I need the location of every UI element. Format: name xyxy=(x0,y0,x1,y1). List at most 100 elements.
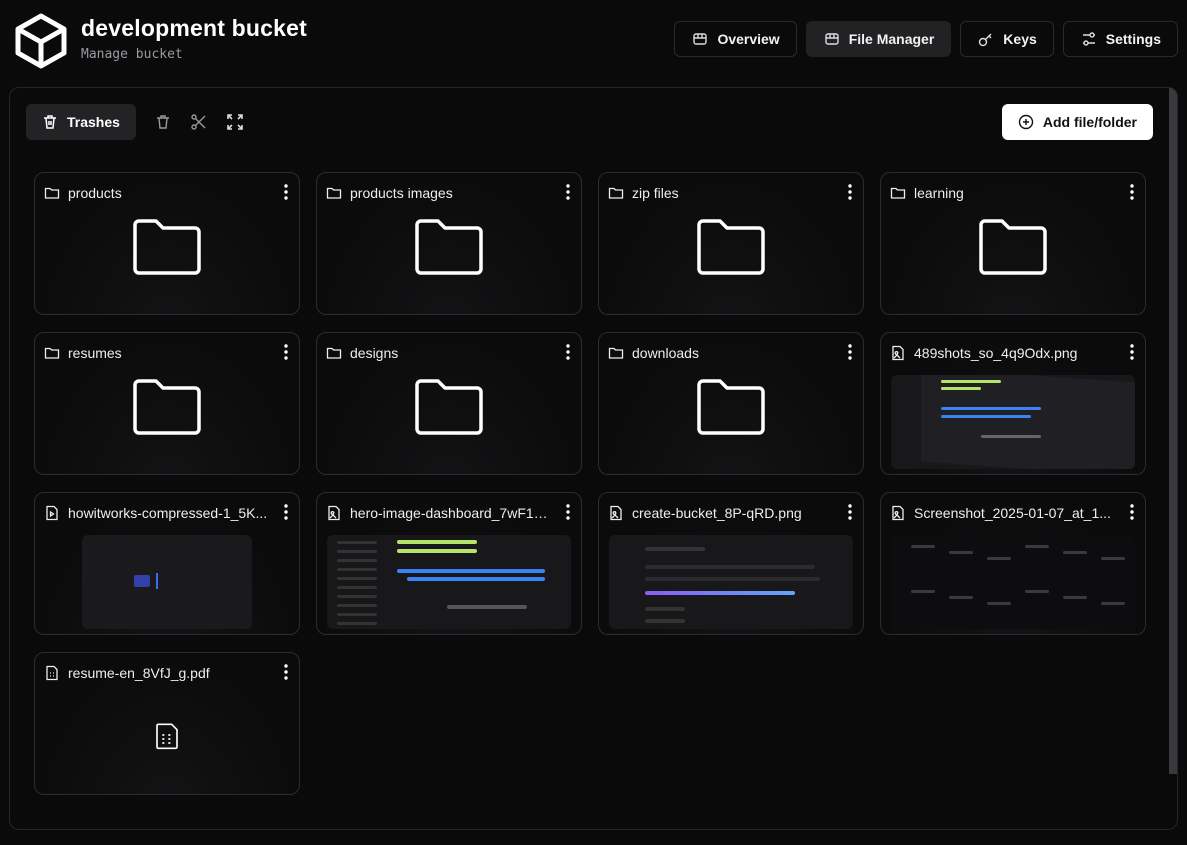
item-name: 489shots_so_4q9Odx.png xyxy=(914,345,1078,361)
item-name: resume-en_8VfJ_g.pdf xyxy=(68,665,210,681)
package-icon xyxy=(824,31,840,47)
folder-card[interactable]: learning xyxy=(880,172,1146,315)
image-thumbnail xyxy=(609,535,853,629)
add-file-folder-button[interactable]: Add file/folder xyxy=(1001,104,1153,140)
item-name: learning xyxy=(914,185,964,201)
tab-label: Settings xyxy=(1105,31,1161,47)
file-video-icon xyxy=(44,505,60,521)
card-header: howitworks-compressed-1_5K... xyxy=(44,504,293,522)
folder-card[interactable]: products xyxy=(34,172,300,315)
file-image-icon xyxy=(608,505,624,521)
cube-icon xyxy=(15,13,67,69)
card-header: resume-en_8VfJ_g.pdf xyxy=(44,664,293,682)
folder-icon xyxy=(608,185,624,201)
more-vertical-icon[interactable] xyxy=(279,184,293,202)
file-card[interactable]: create-bucket_8P-qRD.png xyxy=(598,492,864,635)
file-image-icon xyxy=(890,505,906,521)
card-header: designs xyxy=(326,344,575,362)
item-name: create-bucket_8P-qRD.png xyxy=(632,505,802,521)
item-name: Screenshot_2025-01-07_at_1... xyxy=(914,505,1111,521)
trashes-button[interactable]: Trashes xyxy=(26,104,136,140)
package-icon xyxy=(692,31,708,47)
folder-large-icon xyxy=(415,219,483,275)
tab-settings[interactable]: Settings xyxy=(1062,21,1178,57)
item-name: downloads xyxy=(632,345,699,361)
folder-large-icon xyxy=(697,379,765,435)
more-vertical-icon[interactable] xyxy=(1125,504,1139,522)
trash-icon xyxy=(44,115,56,129)
tab-label: Keys xyxy=(1003,31,1037,47)
item-name: hero-image-dashboard_7wF1G... xyxy=(350,505,553,521)
more-vertical-icon[interactable] xyxy=(843,504,857,522)
file-card[interactable]: Screenshot_2025-01-07_at_1... xyxy=(880,492,1146,635)
file-manager-panel: Trashes Add file/folder products products… xyxy=(9,87,1178,830)
tab-overview[interactable]: Overview xyxy=(674,21,797,57)
item-name: products xyxy=(68,185,122,201)
folder-card[interactable]: products images xyxy=(316,172,582,315)
page-title: development bucket xyxy=(81,15,307,41)
file-card[interactable]: resume-en_8VfJ_g.pdf xyxy=(34,652,300,795)
folder-card[interactable]: resumes xyxy=(34,332,300,475)
item-name: products images xyxy=(350,185,453,201)
top-nav: Overview File Manager Keys Settings xyxy=(674,21,1178,57)
folder-card[interactable]: downloads xyxy=(598,332,864,475)
item-name: designs xyxy=(350,345,399,361)
delete-icon[interactable] xyxy=(154,113,172,131)
card-header: 489shots_so_4q9Odx.png xyxy=(890,344,1139,362)
item-name: zip files xyxy=(632,185,679,201)
card-header: learning xyxy=(890,184,1139,202)
folder-large-icon xyxy=(979,219,1047,275)
more-vertical-icon[interactable] xyxy=(279,504,293,522)
file-card[interactable]: hero-image-dashboard_7wF1G... xyxy=(316,492,582,635)
file-grid: products products images zip files learning… xyxy=(34,172,1146,795)
trashes-label: Trashes xyxy=(67,114,120,130)
tab-label: File Manager xyxy=(848,31,935,47)
tab-label: Overview xyxy=(717,31,780,47)
more-vertical-icon[interactable] xyxy=(279,344,293,362)
more-vertical-icon[interactable] xyxy=(561,344,575,362)
more-vertical-icon[interactable] xyxy=(843,184,857,202)
card-header: products xyxy=(44,184,293,202)
card-header: resumes xyxy=(44,344,293,362)
more-vertical-icon[interactable] xyxy=(279,664,293,682)
page-subtitle: Manage bucket xyxy=(81,47,183,62)
card-header: products images xyxy=(326,184,575,202)
image-thumbnail xyxy=(891,375,1135,469)
folder-icon xyxy=(44,345,60,361)
folder-icon xyxy=(608,345,624,361)
more-vertical-icon[interactable] xyxy=(561,504,575,522)
file-card[interactable]: 489shots_so_4q9Odx.png xyxy=(880,332,1146,475)
folder-card[interactable]: designs xyxy=(316,332,582,475)
file-image-icon xyxy=(890,345,906,361)
more-vertical-icon[interactable] xyxy=(1125,184,1139,202)
card-header: hero-image-dashboard_7wF1G... xyxy=(326,504,575,522)
expand-icon[interactable] xyxy=(226,113,244,131)
file-card[interactable]: howitworks-compressed-1_5K... xyxy=(34,492,300,635)
file-text-icon xyxy=(44,665,60,681)
folder-icon xyxy=(44,185,60,201)
file-image-icon xyxy=(326,505,342,521)
folder-icon xyxy=(890,185,906,201)
folder-large-icon xyxy=(697,219,765,275)
folder-card[interactable]: zip files xyxy=(598,172,864,315)
tab-file-manager[interactable]: File Manager xyxy=(805,21,952,57)
image-thumbnail xyxy=(327,535,571,629)
sliders-icon xyxy=(1081,31,1097,47)
more-vertical-icon[interactable] xyxy=(1125,344,1139,362)
scissors-icon[interactable] xyxy=(190,113,208,131)
folder-icon xyxy=(326,345,342,361)
file-text-large-icon xyxy=(156,723,178,750)
card-header: downloads xyxy=(608,344,857,362)
add-file-folder-label: Add file/folder xyxy=(1042,114,1137,130)
folder-icon xyxy=(326,185,342,201)
card-header: Screenshot_2025-01-07_at_1... xyxy=(890,504,1139,522)
scrollbar[interactable] xyxy=(1169,88,1177,774)
more-vertical-icon[interactable] xyxy=(561,184,575,202)
folder-large-icon xyxy=(133,219,201,275)
folder-large-icon xyxy=(415,379,483,435)
folder-large-icon xyxy=(133,379,201,435)
more-vertical-icon[interactable] xyxy=(843,344,857,362)
tab-keys[interactable]: Keys xyxy=(960,21,1054,57)
toolbar: Trashes xyxy=(26,104,244,140)
card-header: zip files xyxy=(608,184,857,202)
